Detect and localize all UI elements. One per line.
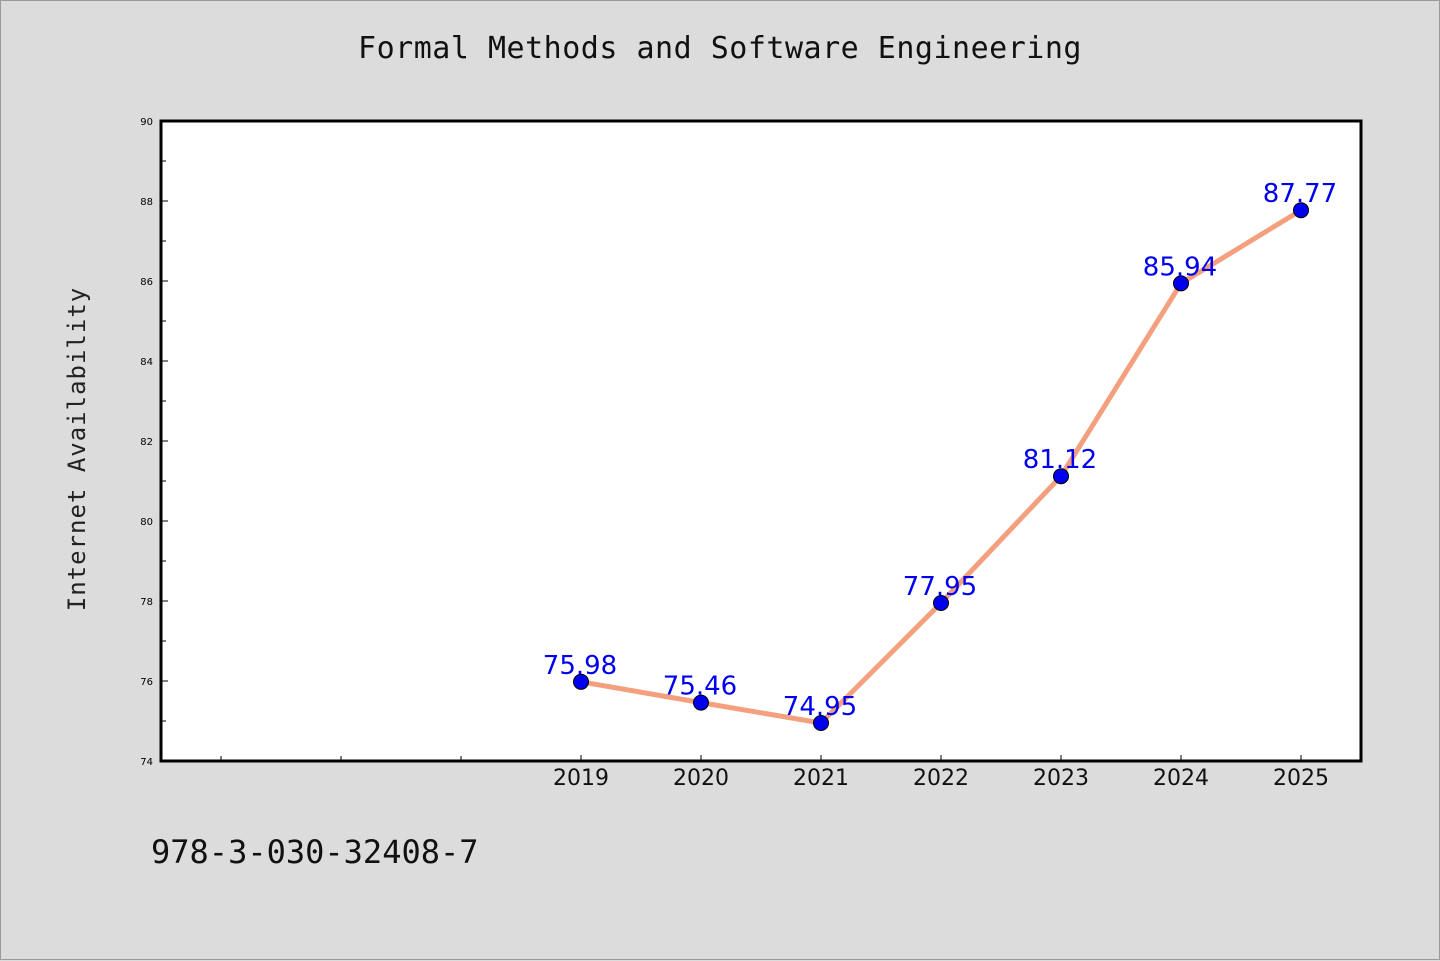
- data-label: 75.98: [543, 651, 617, 681]
- plot-area: [159, 119, 1363, 763]
- data-point: [933, 595, 949, 611]
- x-tick-label: 2022: [913, 766, 969, 791]
- isbn-code: 978-3-030-32408-7: [151, 833, 479, 871]
- x-tick-label: 2021: [793, 766, 849, 791]
- x-tick-label: 2024: [1153, 766, 1209, 791]
- y-tick-label: 90: [140, 117, 153, 128]
- data-label: 87.77: [1263, 179, 1337, 209]
- data-point: [693, 694, 709, 711]
- data-label: 85.94: [1143, 252, 1217, 282]
- data-point: [813, 715, 829, 731]
- data-label: 75.46: [663, 672, 737, 702]
- data-point: [1293, 202, 1309, 219]
- data-point: [1173, 275, 1189, 292]
- y-tick-label: 88: [140, 197, 153, 208]
- data-point: [1053, 468, 1069, 485]
- x-tick-label: 2023: [1033, 766, 1089, 791]
- y-tick-label: 84: [140, 357, 153, 368]
- y-tick-label: 80: [140, 517, 153, 528]
- chart-title: Formal Methods and Software Engineering: [358, 31, 1082, 66]
- x-tick-label: 2020: [673, 766, 729, 791]
- data-label: 77.95: [903, 572, 977, 602]
- y-tick-label: 78: [140, 597, 153, 608]
- data-label: 81.12: [1023, 445, 1097, 475]
- data-label: 74.95: [783, 692, 857, 722]
- y-tick-label: 76: [140, 677, 153, 688]
- data-point: [573, 673, 589, 690]
- x-tick-label: 2025: [1273, 766, 1329, 791]
- y-tick-label: 74: [140, 757, 153, 768]
- x-tick-label: 2019: [553, 766, 609, 791]
- y-tick-label: 82: [140, 437, 153, 448]
- y-tick-label: 86: [140, 277, 153, 288]
